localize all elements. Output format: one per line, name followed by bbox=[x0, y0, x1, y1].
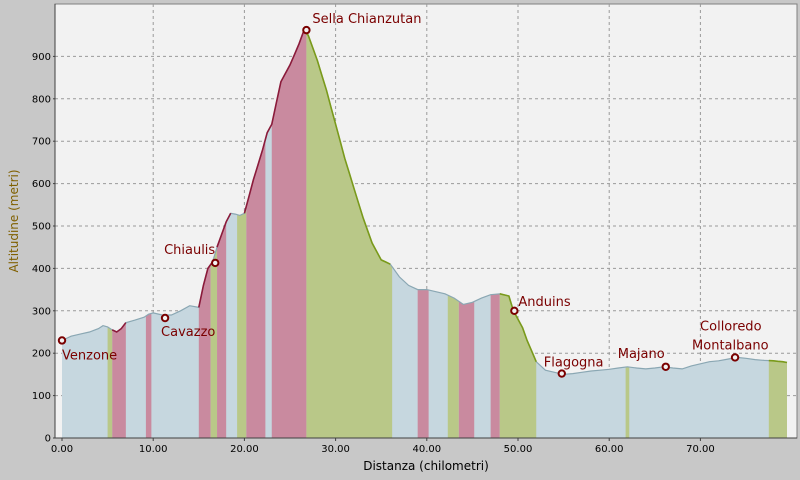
y-tick-label: 300 bbox=[32, 306, 51, 317]
waypoint-marker bbox=[160, 313, 170, 323]
waypoint-marker bbox=[211, 258, 220, 268]
y-tick-label: 600 bbox=[32, 179, 51, 190]
waypoint-marker bbox=[57, 336, 67, 345]
y-tick-label: 200 bbox=[32, 349, 51, 360]
waypoint-marker bbox=[730, 353, 740, 362]
x-tick-label: 30.00 bbox=[321, 444, 350, 455]
climb-line bbox=[243, 30, 305, 214]
x-axis-title: Distanza (chilometri) bbox=[363, 459, 489, 473]
descent-line bbox=[303, 30, 391, 265]
descent-band bbox=[237, 31, 247, 438]
descent-line bbox=[768, 359, 788, 364]
waypoint-label: Sella Chianzutan bbox=[312, 12, 421, 27]
waypoint-label: Venzone bbox=[62, 348, 117, 363]
waypoint-label: Montalbano bbox=[692, 338, 769, 353]
climb-line bbox=[198, 261, 214, 308]
waypoint-label: Cavazzo bbox=[161, 325, 215, 340]
y-tick-label: 800 bbox=[32, 94, 51, 105]
y-axis-title: Altitudine (metri) bbox=[7, 169, 21, 272]
y-tick-label: 900 bbox=[32, 52, 51, 63]
waypoint-marker bbox=[302, 25, 311, 35]
axes: 0 100 200 300 400 500 600 700 800 900 0.00 10.00 20.… bbox=[32, 4, 797, 455]
x-tick-label: 70.00 bbox=[686, 444, 715, 455]
x-tick-label: 20.00 bbox=[230, 444, 259, 455]
y-tick-label: 400 bbox=[32, 264, 51, 275]
waypoint-label: Anduins bbox=[518, 295, 570, 310]
waypoint-label: Chiaulis bbox=[164, 243, 215, 258]
climb-line bbox=[216, 212, 232, 248]
waypoint-markers: Venzone Cavazzo Chiaulis Sella Chianzutan An… bbox=[57, 12, 769, 378]
waypoint-label: Flagogna bbox=[544, 356, 604, 371]
y-tick-label: 100 bbox=[32, 391, 51, 402]
x-tick-label: 60.00 bbox=[595, 444, 624, 455]
x-tick-label: 50.00 bbox=[504, 444, 533, 455]
y-tick-label: 500 bbox=[32, 222, 51, 233]
x-tick-label: 0.00 bbox=[51, 444, 73, 455]
climb-line bbox=[111, 322, 127, 333]
waypoint-label: Majano bbox=[618, 347, 665, 362]
y-tick-label: 0 bbox=[45, 434, 51, 445]
waypoint-marker bbox=[557, 369, 566, 378]
y-tick-label: 700 bbox=[32, 137, 51, 148]
x-tick-label: 40.00 bbox=[412, 444, 441, 455]
x-tick-label: 10.00 bbox=[139, 444, 168, 455]
descent-line bbox=[499, 293, 537, 363]
waypoint-marker bbox=[661, 362, 670, 371]
waypoint-label: Colloredo bbox=[700, 319, 762, 334]
waypoint-marker bbox=[510, 306, 519, 315]
